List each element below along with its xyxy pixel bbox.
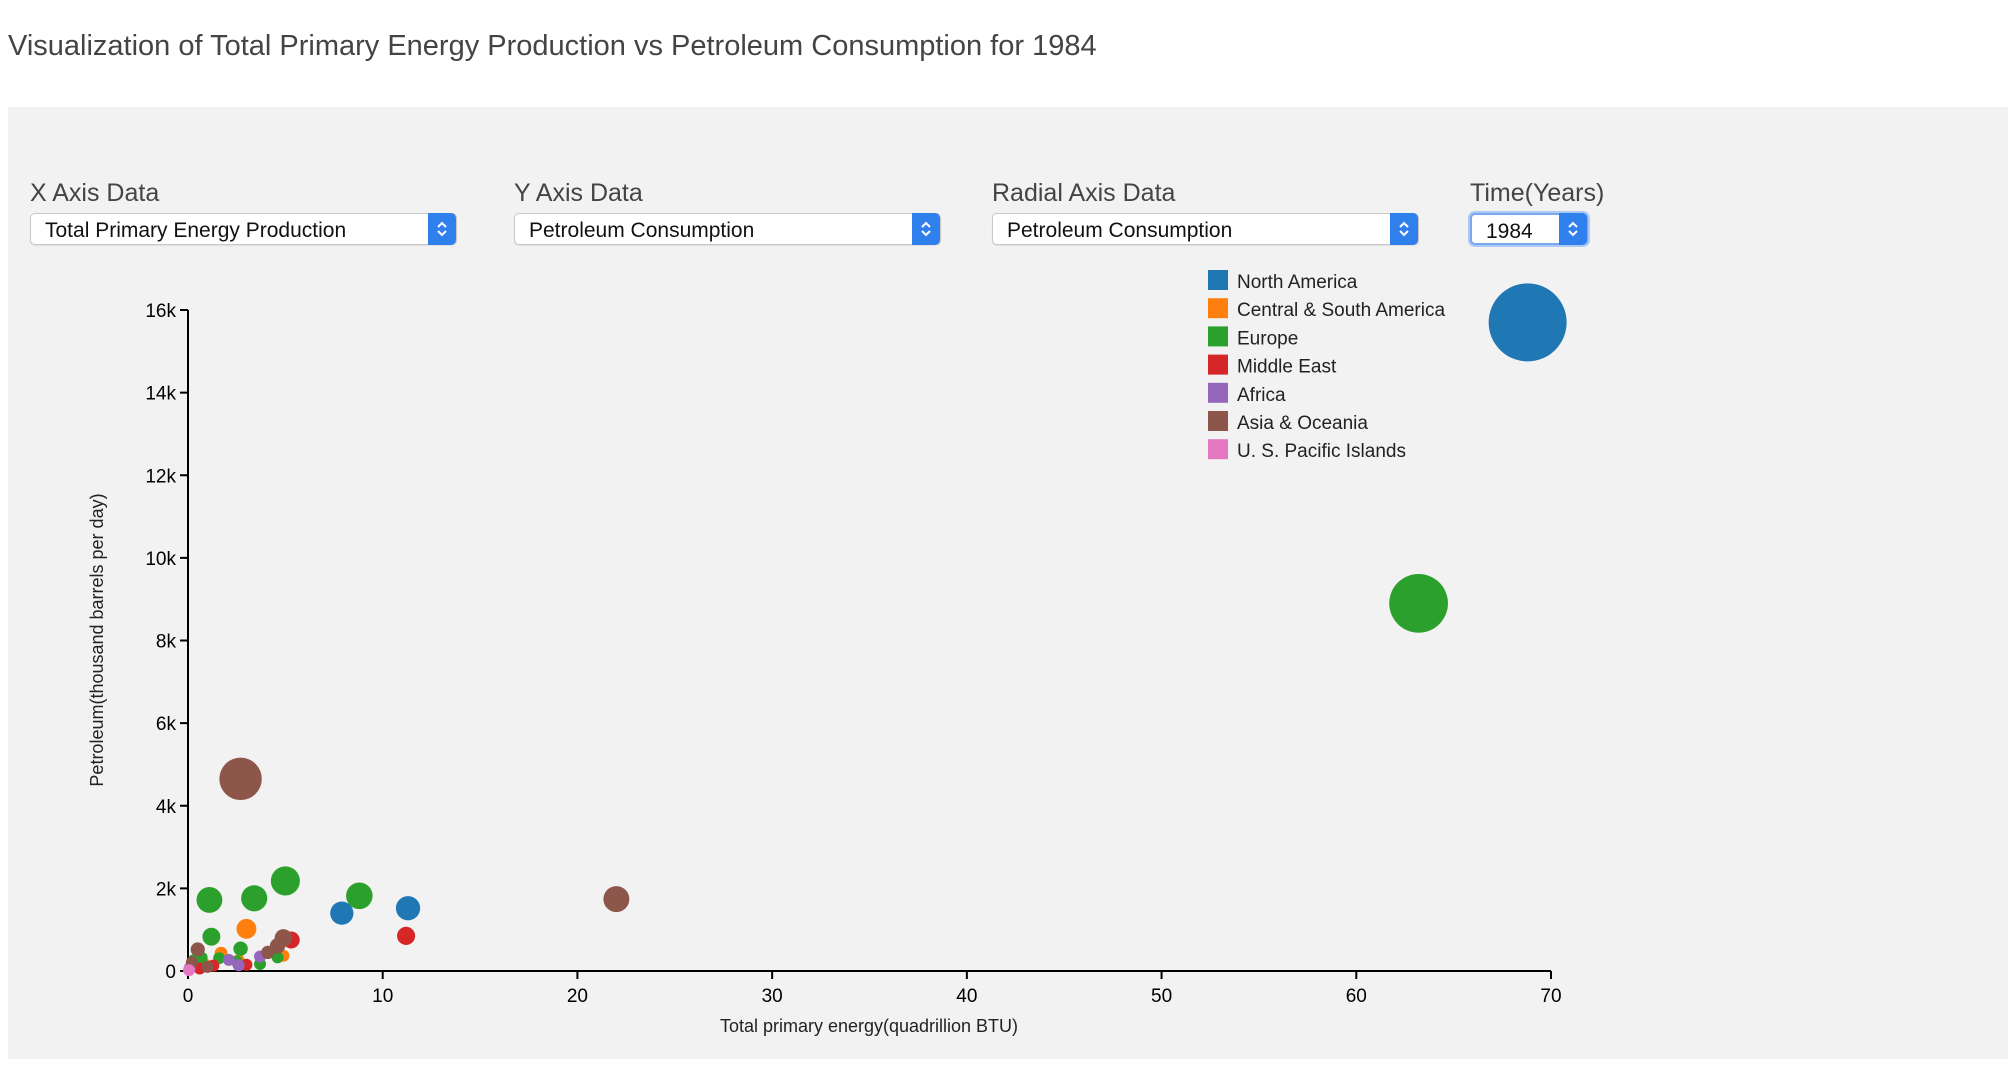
- page-title: Visualization of Total Primary Energy Pr…: [8, 30, 1097, 62]
- radial-axis-select[interactable]: Petroleum Consumption: [992, 213, 1419, 245]
- legend: North America Central & South America Euro…: [1208, 270, 1445, 462]
- data-points: [182, 283, 1567, 977]
- x-tick-label: 40: [956, 986, 977, 1007]
- time-label: Time(Years): [1470, 179, 1605, 207]
- y-axis-label: Y Axis Data: [514, 179, 643, 207]
- legend-label: U. S. Pacific Islands: [1237, 441, 1406, 462]
- data-point[interactable]: [346, 882, 373, 910]
- radial-axis-select-value: Petroleum Consumption: [1007, 219, 1233, 242]
- x-tick-label: 10: [372, 986, 393, 1007]
- legend-label: Africa: [1237, 385, 1286, 406]
- radial-axis-label: Radial Axis Data: [992, 179, 1176, 207]
- data-point[interactable]: [236, 918, 257, 939]
- chevron-up-down-icon: [1390, 213, 1418, 245]
- y-axis: 0 2k 4k 6k 8k 10k 12k 14k 16k: [145, 301, 189, 983]
- legend-swatch: [1208, 354, 1228, 375]
- y-axis-select-value: Petroleum Consumption: [529, 219, 755, 242]
- y-tick-label: 4k: [156, 797, 177, 818]
- data-point[interactable]: [330, 901, 354, 925]
- visualization-panel: X Axis Data Total Primary Energy Product…: [8, 107, 2008, 1059]
- x-tick-label: 20: [567, 986, 588, 1007]
- legend-swatch: [1208, 411, 1228, 431]
- y-tick-label: 2k: [156, 879, 177, 900]
- legend-label: Asia & Oceania: [1237, 413, 1368, 434]
- legend-swatch: [1208, 439, 1228, 460]
- legend-swatch: [1208, 270, 1228, 290]
- chevron-up-down-icon: [912, 213, 940, 245]
- y-tick-label: 6k: [156, 714, 177, 735]
- data-point[interactable]: [202, 927, 221, 946]
- data-point[interactable]: [1488, 283, 1567, 362]
- data-point[interactable]: [270, 866, 300, 896]
- chevron-up-down-icon: [1559, 213, 1587, 245]
- x-tick-label: 50: [1151, 986, 1172, 1007]
- y-axis-title: Petroleum(thousand barrels per day): [87, 493, 107, 786]
- y-tick-label: 16k: [145, 301, 176, 322]
- x-tick-label: 30: [762, 986, 783, 1007]
- data-point[interactable]: [397, 926, 416, 945]
- data-point[interactable]: [261, 945, 275, 960]
- y-axis-control: Y Axis Data Petroleum Consumption: [514, 179, 941, 245]
- y-tick-label: 10k: [145, 549, 176, 570]
- time-control: Time(Years) 1984: [1470, 179, 1604, 245]
- data-point[interactable]: [201, 960, 214, 973]
- x-axis-title: Total primary energy(quadrillion BTU): [720, 1016, 1018, 1036]
- y-tick-label: 14k: [145, 384, 176, 405]
- x-axis-select[interactable]: Total Primary Energy Production: [30, 213, 457, 245]
- legend-label: North America: [1237, 272, 1358, 293]
- data-point[interactable]: [219, 757, 262, 801]
- y-tick-label: 8k: [156, 632, 177, 653]
- data-point[interactable]: [233, 941, 248, 956]
- y-tick-label: 12k: [145, 466, 176, 487]
- x-axis-control: X Axis Data Total Primary Energy Product…: [30, 179, 457, 245]
- legend-label: Europe: [1237, 328, 1298, 349]
- legend-swatch: [1208, 326, 1228, 347]
- data-point[interactable]: [196, 887, 223, 913]
- x-axis-label: X Axis Data: [30, 179, 160, 207]
- legend-swatch: [1208, 298, 1228, 319]
- year-select[interactable]: 1984: [1470, 213, 1588, 245]
- data-point[interactable]: [271, 951, 284, 964]
- data-point[interactable]: [190, 942, 205, 957]
- data-point[interactable]: [232, 959, 245, 972]
- year-select-value: 1984: [1486, 220, 1533, 243]
- x-tick-label: 60: [1346, 986, 1367, 1007]
- data-point[interactable]: [182, 964, 195, 977]
- data-point[interactable]: [222, 953, 235, 966]
- x-axis-select-value: Total Primary Energy Production: [45, 219, 347, 242]
- x-tick-label: 0: [183, 986, 194, 1007]
- data-point[interactable]: [241, 885, 268, 912]
- y-axis-select[interactable]: Petroleum Consumption: [514, 213, 941, 245]
- data-point[interactable]: [395, 896, 421, 921]
- y-tick-label: 0: [165, 962, 176, 983]
- chevron-up-down-icon: [428, 213, 456, 245]
- radial-axis-control: Radial Axis Data Petroleum Consumption: [992, 179, 1419, 245]
- legend-swatch: [1208, 382, 1228, 403]
- data-point[interactable]: [603, 886, 630, 913]
- x-tick-label: 70: [1540, 986, 1561, 1007]
- data-point[interactable]: [1389, 573, 1448, 633]
- legend-label: Middle East: [1237, 357, 1337, 378]
- legend-label: Central & South America: [1237, 300, 1445, 321]
- x-axis: 0 10 20 30 40 50 60 70: [183, 970, 1562, 1007]
